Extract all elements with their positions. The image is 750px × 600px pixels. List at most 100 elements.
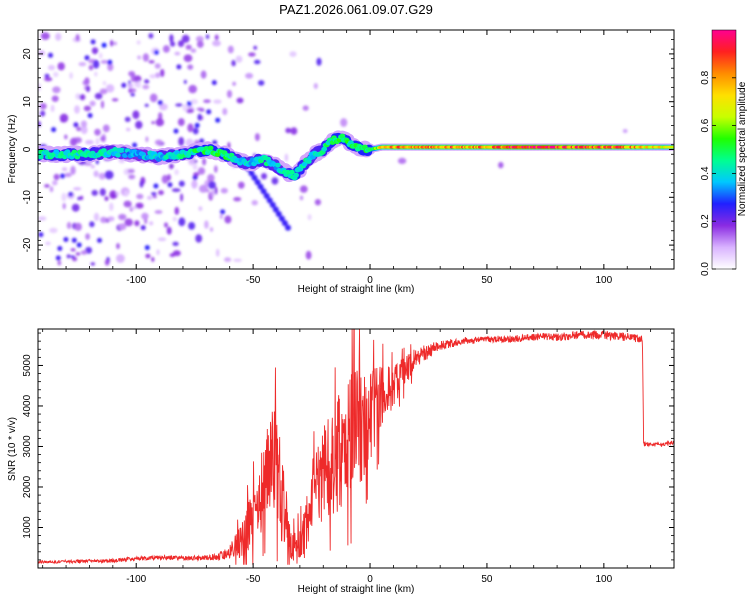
noise-blob: [192, 127, 199, 135]
noise-blob: [245, 72, 254, 79]
noise-spot: [38, 232, 44, 238]
y-tick-label: 10: [22, 96, 33, 108]
noise-spot: [68, 191, 74, 197]
noise-blob: [213, 99, 222, 104]
noise-blob: [208, 181, 216, 190]
x-tick-label: 100: [596, 574, 613, 585]
noise-blob: [52, 86, 61, 94]
noise-blob: [61, 167, 68, 171]
noise-blob: [151, 192, 157, 196]
noise-blob: [75, 252, 81, 256]
noise-blob: [289, 51, 297, 57]
noise-blob: [148, 33, 154, 39]
noise-blob: [77, 196, 81, 201]
noise-blob: [214, 186, 218, 195]
noise-blob: [149, 221, 154, 226]
noise-blob: [52, 180, 58, 186]
noise-blob: [80, 195, 84, 200]
noise-blob: [132, 110, 140, 119]
noise-blob: [167, 174, 171, 181]
branch-spot: [260, 188, 267, 195]
spectrogram-plot-area: [38, 32, 674, 266]
noise-blob: [224, 215, 232, 224]
colorbar-frame: [711, 29, 737, 270]
noise-spot: [140, 225, 146, 231]
noise-blob: [147, 195, 153, 200]
noise-blob: [116, 243, 120, 250]
branch-spot: [257, 183, 264, 190]
noise-blob: [124, 190, 129, 197]
noise-blob: [45, 241, 51, 246]
noise-spot: [87, 113, 93, 118]
noise-blob: [128, 174, 136, 180]
noise-spot: [211, 80, 217, 86]
noise-spot: [57, 246, 63, 251]
noise-blob: [125, 127, 131, 132]
ridge-cell: [115, 152, 121, 158]
noise-blob: [94, 128, 101, 136]
ridge-cell: [671, 145, 674, 149]
noise-blob: [166, 226, 172, 235]
colorbar-gradient: [712, 30, 736, 269]
y-tick-label: 2000: [22, 475, 33, 498]
noise-blob: [142, 53, 149, 62]
noise-blob: [84, 77, 90, 85]
noise-blob: [70, 255, 75, 259]
noise-blob: [148, 60, 155, 64]
noise-blob: [70, 248, 76, 252]
noise-spot: [73, 122, 79, 128]
noise-spot: [71, 237, 77, 243]
noise-spot: [84, 55, 90, 61]
spectrogram-ridge: [38, 130, 674, 183]
branch-spot: [248, 170, 255, 177]
ridge-cell: [321, 146, 328, 152]
noise-blob: [212, 40, 221, 47]
noise-blob: [170, 41, 176, 47]
noise-blob: [110, 40, 114, 47]
noise-blob: [94, 92, 103, 100]
noise-blob: [316, 57, 322, 66]
noise-blob: [202, 158, 207, 166]
noise-spot: [55, 255, 61, 261]
noise-blob: [134, 75, 142, 83]
noise-blob: [227, 45, 234, 54]
noise-blob: [91, 47, 99, 55]
noise-blob: [205, 34, 210, 39]
noise-blob: [154, 210, 163, 214]
noise-blob: [99, 188, 106, 197]
colorbar-ticks: 0.0 0.2 0.4 0.6 0.8: [700, 70, 736, 276]
noise-blob: [157, 237, 167, 242]
noise-blob: [92, 59, 100, 69]
noise-blob: [104, 170, 114, 180]
noise-blob: [186, 108, 194, 113]
noise-blob: [83, 105, 91, 112]
noise-blob: [214, 34, 219, 41]
ridge-cell: [38, 154, 44, 160]
colorbar-tick-label: 0.6: [700, 118, 711, 132]
noise-blob: [102, 124, 110, 133]
noise-blob: [314, 199, 321, 206]
noise-blob: [169, 163, 174, 170]
noise-blob: [84, 162, 92, 166]
noise-blob: [183, 54, 193, 62]
noise-blob: [285, 127, 292, 134]
noise-blob: [53, 173, 60, 181]
snr-line: [38, 329, 674, 565]
noise-blob: [154, 139, 163, 146]
noise-blob: [177, 118, 185, 127]
noise-blob: [115, 191, 119, 196]
noise-blob: [169, 34, 174, 43]
noise-blob: [174, 51, 181, 56]
noise-blob: [233, 258, 243, 262]
noise-blob: [53, 71, 59, 78]
noise-blob: [98, 52, 103, 59]
noise-blob: [152, 195, 157, 199]
noise-blob: [39, 103, 47, 110]
noise-blob: [128, 71, 136, 77]
noise-blob: [62, 202, 66, 210]
noise-blob: [224, 257, 232, 263]
noise-blob: [498, 161, 504, 169]
noise-blob: [254, 133, 260, 142]
noise-blob: [158, 112, 163, 121]
